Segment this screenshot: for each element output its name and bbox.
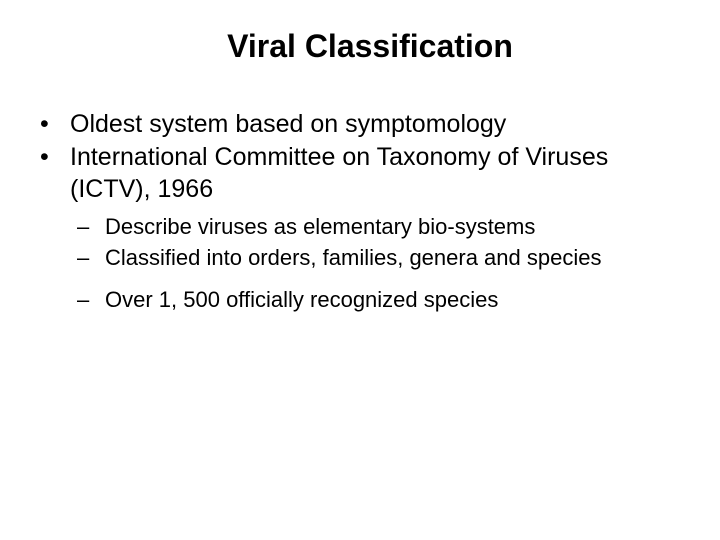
sub-bullet-marker: – <box>77 213 105 241</box>
sub-bullet-marker: – <box>77 286 105 314</box>
main-bullet-list: • Oldest system based on symptomology • … <box>30 109 690 205</box>
bullet-text: International Committee on Taxonomy of V… <box>70 142 690 205</box>
sub-bullet-item: – Classified into orders, families, gene… <box>77 244 690 272</box>
sub-bullet-text: Classified into orders, families, genera… <box>105 244 690 272</box>
sub-bullet-marker: – <box>77 244 105 272</box>
sub-bullet-text: Over 1, 500 officially recognized specie… <box>105 286 690 314</box>
bullet-marker: • <box>40 142 70 205</box>
bullet-text: Oldest system based on symptomology <box>70 109 690 140</box>
sub-bullet-text: Describe viruses as elementary bio-syste… <box>105 213 690 241</box>
bullet-item: • Oldest system based on symptomology <box>40 109 690 140</box>
slide-title: Viral Classification <box>50 28 690 65</box>
sub-bullet-list: – Describe viruses as elementary bio-sys… <box>30 213 690 314</box>
sub-bullet-item: – Over 1, 500 officially recognized spec… <box>77 286 690 314</box>
bullet-marker: • <box>40 109 70 140</box>
bullet-item: • International Committee on Taxonomy of… <box>40 142 690 205</box>
sub-bullet-item: – Describe viruses as elementary bio-sys… <box>77 213 690 241</box>
